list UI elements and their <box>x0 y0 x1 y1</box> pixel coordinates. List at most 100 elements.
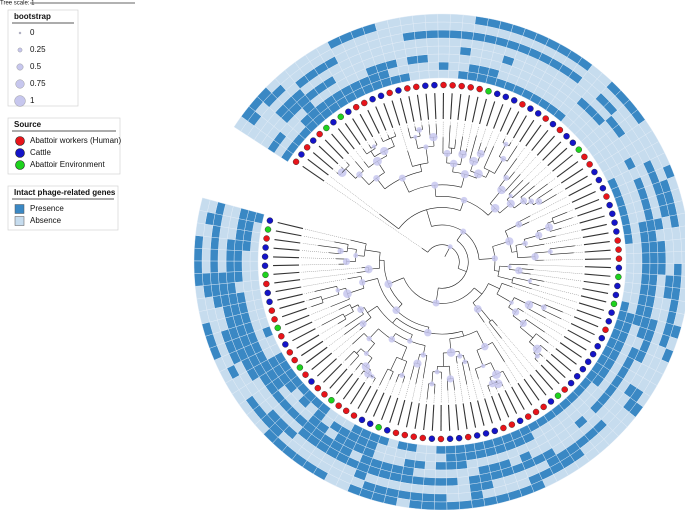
legend-title: Source <box>14 120 42 129</box>
heatmap-cell <box>624 243 635 255</box>
heatmap-cell <box>428 61 439 71</box>
heatmap-cell <box>413 22 427 32</box>
leaf-label <box>512 115 527 139</box>
leaf-guide <box>469 370 478 399</box>
heatmap-cell <box>425 29 439 39</box>
branch <box>311 302 324 307</box>
leaf-guide <box>400 127 408 152</box>
bootstrap-node <box>446 348 456 357</box>
branch <box>520 185 535 198</box>
leaf-guide <box>359 373 362 377</box>
source-dot <box>316 130 323 138</box>
leaf-guide <box>391 381 397 394</box>
heatmap-cell <box>664 239 674 253</box>
legend-item: 0 <box>30 28 35 37</box>
bootstrap-node <box>449 159 458 168</box>
leaf-label <box>375 106 387 131</box>
leaf-guide <box>454 389 456 403</box>
leaf-label <box>277 221 304 230</box>
leaf-guide <box>324 326 346 341</box>
leaf-guide <box>329 176 380 215</box>
leaf-label <box>457 93 462 120</box>
leaf-label <box>273 271 300 275</box>
branch <box>422 355 428 378</box>
leaf-label <box>279 300 305 309</box>
source-dot <box>603 193 610 200</box>
leaf-label <box>317 358 337 377</box>
source-dot <box>404 85 411 92</box>
bootstrap-node <box>476 149 485 158</box>
source-dot <box>532 408 540 416</box>
leaf-guide <box>538 285 580 296</box>
leaf-guide <box>509 382 511 386</box>
heatmap-cell <box>427 53 439 63</box>
source-dot <box>286 349 294 356</box>
branch <box>550 227 562 232</box>
bootstrap-node <box>424 328 432 337</box>
bootstrap-node <box>488 380 497 388</box>
heatmap-cell <box>437 13 451 23</box>
branch <box>454 139 457 149</box>
heatmap-cell <box>457 70 469 80</box>
heatmap-cell <box>633 263 643 274</box>
bootstrap-node <box>363 351 369 356</box>
source-dot <box>606 201 613 209</box>
heatmap-cell <box>409 491 423 502</box>
leaf-guide <box>529 196 568 217</box>
bootstrap-node <box>522 240 528 247</box>
bootstrap-node <box>458 150 467 159</box>
leaf-guide <box>544 331 559 342</box>
leaf-guide <box>531 288 578 303</box>
source-dot <box>511 97 518 104</box>
leaf-label <box>357 385 372 409</box>
leaf-guide <box>367 142 370 145</box>
branch <box>337 318 347 324</box>
branch-arc <box>341 164 350 173</box>
source-dot <box>401 431 409 439</box>
source-dot <box>261 262 269 269</box>
bootstrap-symbol <box>18 31 22 35</box>
heatmap-cell <box>624 272 634 284</box>
heatmap-cell <box>233 260 243 272</box>
leaf-guide <box>556 190 564 195</box>
branch <box>363 161 369 168</box>
leaf-guide <box>339 165 342 168</box>
bootstrap-node <box>462 359 468 365</box>
leaf-guide <box>493 133 500 147</box>
leaf-label <box>582 288 609 295</box>
bootstrap-node <box>446 375 454 383</box>
heatmap-cell <box>423 477 436 487</box>
leaf-label <box>275 230 302 237</box>
source-dot <box>266 298 273 306</box>
branch-arc <box>412 162 429 167</box>
leaf-label <box>477 400 485 426</box>
leaf-label <box>552 154 573 172</box>
branch <box>370 151 375 157</box>
leaf-guide <box>560 318 570 323</box>
branch <box>536 188 553 200</box>
leaf-label <box>536 135 555 156</box>
source-dot <box>263 235 270 242</box>
heatmap-cell <box>217 249 227 262</box>
heatmap-cell <box>625 253 635 264</box>
source-dot <box>446 435 454 443</box>
bootstrap-node <box>364 265 373 274</box>
heatmap-cell <box>677 212 685 228</box>
bootstrap-node <box>473 169 483 179</box>
branch <box>502 370 510 383</box>
bootstrap-node <box>388 336 396 343</box>
branch <box>501 283 513 288</box>
branch <box>344 321 362 335</box>
bootstrap-symbol <box>16 63 24 71</box>
heatmap-cell <box>421 500 435 510</box>
branch <box>339 304 351 310</box>
source-dot <box>599 184 607 192</box>
source-symbol <box>15 148 25 158</box>
branch <box>390 357 398 371</box>
branch <box>364 249 381 253</box>
leaf-label <box>491 395 502 421</box>
leaf-guide <box>349 155 356 162</box>
heatmap-cell <box>234 239 244 252</box>
phylogenetic-tree <box>193 13 685 510</box>
